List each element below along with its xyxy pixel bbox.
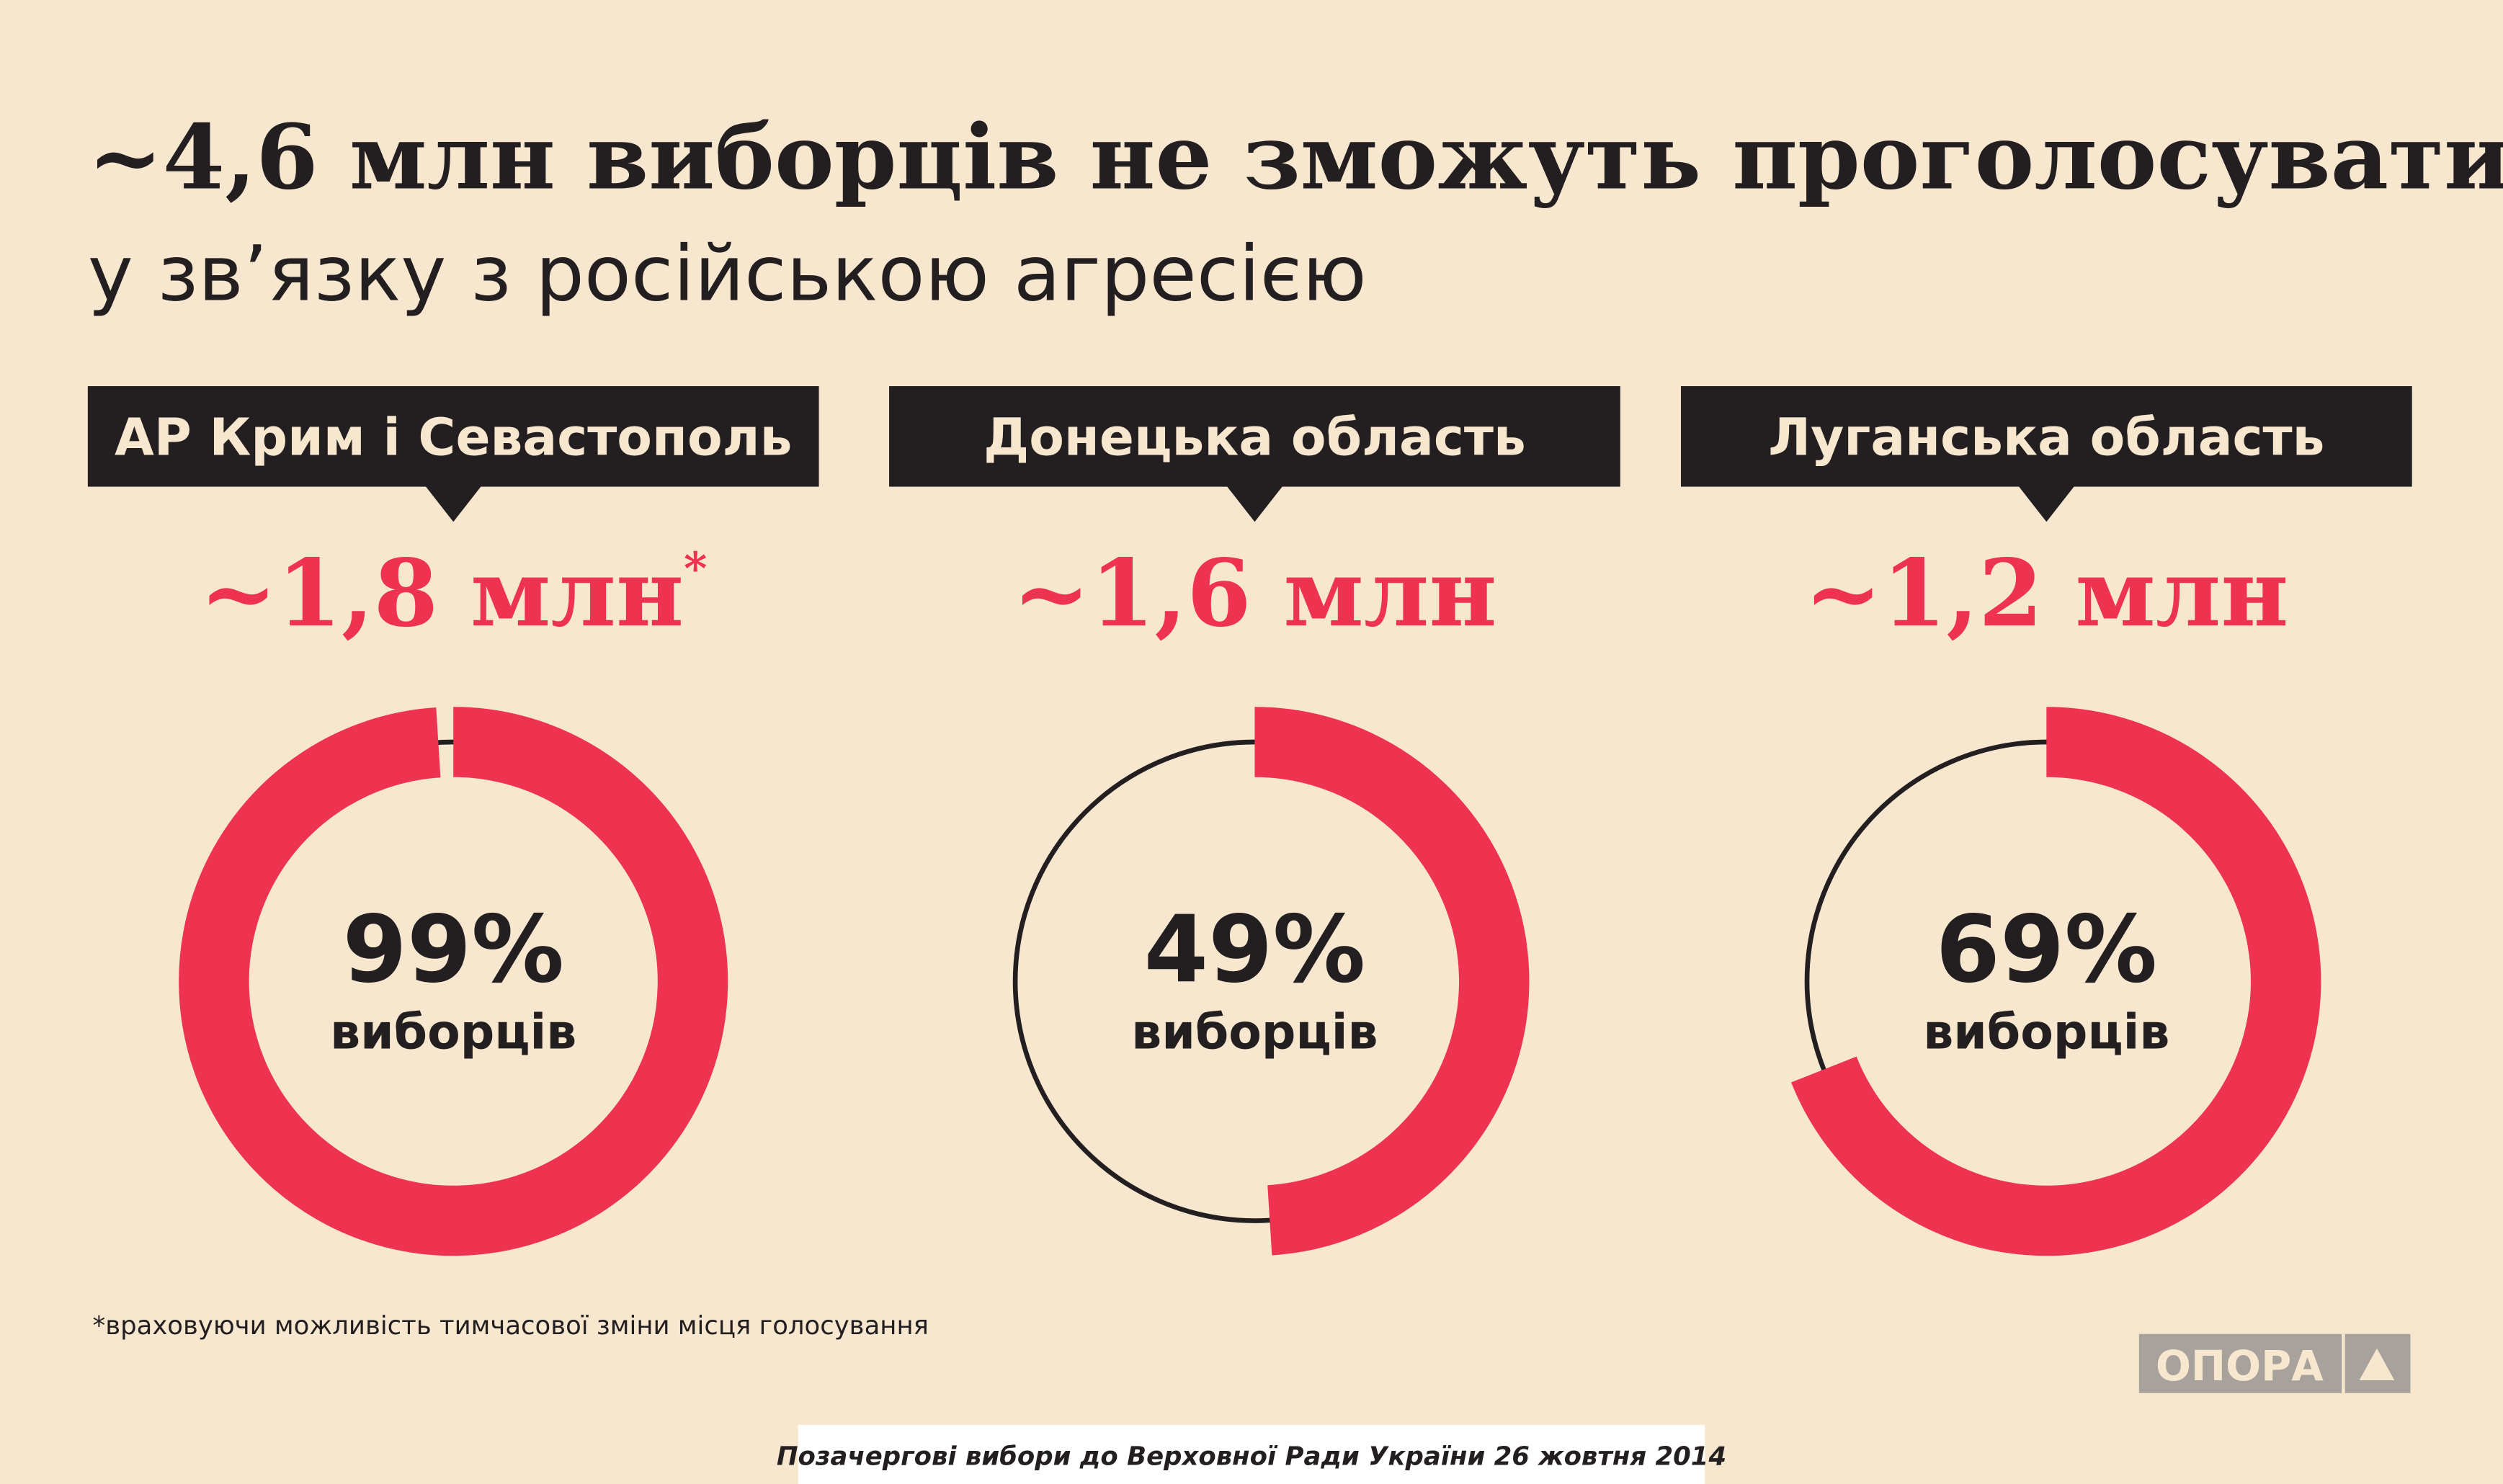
region-title: АР Крим і Севастополь [115, 407, 792, 467]
donut-label: виборців [330, 1004, 576, 1060]
donut-arc [179, 707, 728, 1256]
footnote: *враховуючи можливість тимчасової зміни … [93, 1311, 929, 1341]
logo-box [2138, 1333, 2411, 1393]
donut-label: виборців [1923, 1004, 2169, 1060]
subtitle: у зв’язку з російською агресією [88, 229, 1367, 318]
region-header [1680, 386, 2412, 487]
headline-value: ~1,2 млн [1804, 539, 2288, 648]
source: Позачергові вибори до Верховної Ради Укр… [777, 1441, 1726, 1471]
headline: ~1,6 млн [1012, 539, 1496, 648]
headline-value: ~1,8 млн [200, 539, 684, 648]
headline: ~1,8 млн* [200, 539, 708, 648]
header-pointer [424, 485, 483, 522]
headline-note: * [684, 542, 707, 595]
header-pointer [2017, 485, 2076, 522]
logo-text: ОПОРА [2156, 1342, 2324, 1390]
donut-arc [1791, 707, 2321, 1256]
region-title: Донецька область [983, 407, 1526, 467]
source-box [798, 1425, 1705, 1484]
title: ~4,6 млн виборців не зможуть проголосува… [88, 105, 2503, 210]
donut-label: виборців [1131, 1004, 1378, 1060]
region-title: Луганська область [1768, 407, 2324, 467]
region-header [87, 386, 819, 487]
header-pointer [1226, 485, 1284, 522]
headline: ~1,2 млн [1804, 539, 2288, 648]
percent-label: 99% [342, 896, 564, 1004]
logo-triangle [2359, 1348, 2395, 1381]
region-header [889, 386, 1620, 487]
logo: ОПОРА [2138, 1333, 2411, 1393]
donut-arc [1254, 707, 1530, 1256]
headline-value: ~1,6 млн [1012, 539, 1496, 648]
percent-label: 69% [1936, 896, 2158, 1004]
percent-label: 49% [1144, 896, 1366, 1004]
